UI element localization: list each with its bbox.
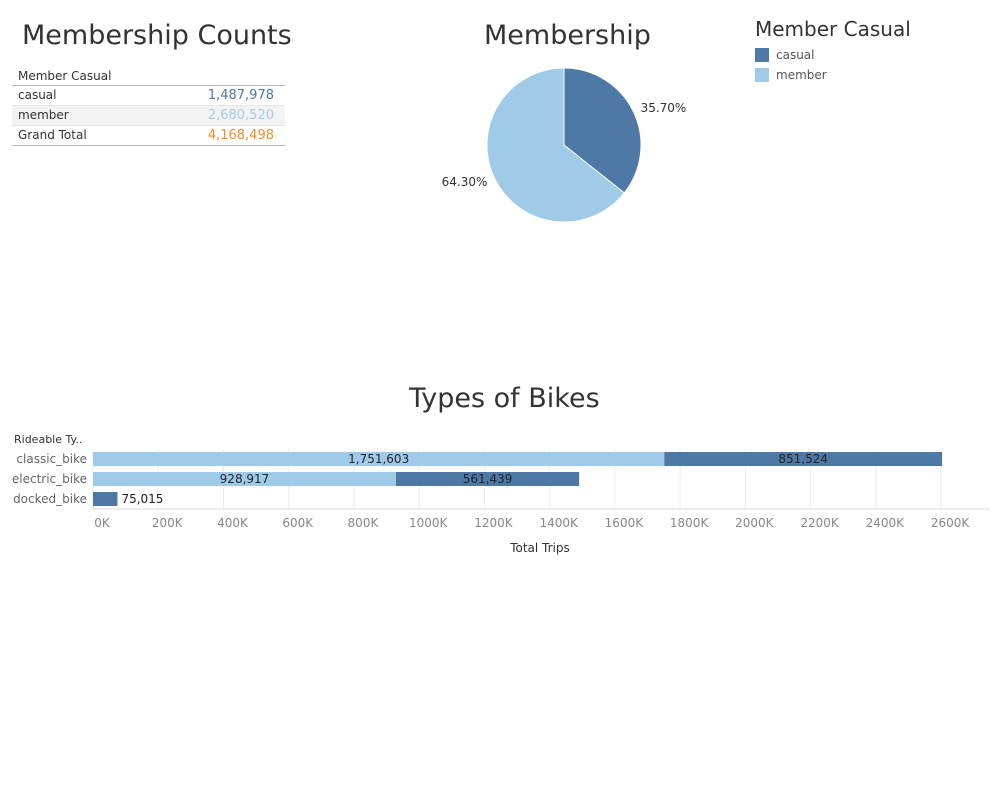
pie-title: Membership — [484, 20, 651, 51]
counts-header: Member Casual — [12, 67, 285, 86]
pie-slice-casual[interactable] — [563, 67, 642, 194]
bar-value-label: 1,751,603 — [348, 452, 409, 466]
legend-swatch — [755, 68, 769, 82]
bar-casual-docked_bike[interactable] — [93, 492, 118, 506]
x-tick-label: 1400K — [539, 516, 579, 530]
row-value: 2,680,520 — [207, 108, 274, 123]
bar-value-label: 928,917 — [220, 472, 270, 486]
bar-value-label: 75,015 — [121, 492, 163, 506]
bar-title: Types of Bikes — [409, 383, 600, 414]
x-tick-label: 2600K — [931, 516, 971, 530]
pie-label-casual: 35.70% — [641, 101, 687, 115]
row-value: 4,168,498 — [207, 128, 274, 143]
row-label: casual — [18, 88, 57, 102]
pie-slice-member[interactable] — [486, 67, 625, 223]
x-tick-label: 2000K — [735, 516, 775, 530]
counts-title: Membership Counts — [22, 20, 292, 51]
bar-casual-classic_bike[interactable] — [664, 452, 943, 466]
x-tick-label: 400K — [217, 516, 249, 530]
legend-title: Member Casual — [755, 17, 911, 41]
bar-casual-electric_bike[interactable] — [395, 472, 580, 486]
x-tick-label: 1000K — [409, 516, 449, 530]
membership-pie-chart: 35.70% 64.30% — [442, 67, 687, 223]
legend: Member Casual casual member — [755, 17, 911, 85]
x-tick-label: 2400K — [866, 516, 906, 530]
table-row[interactable]: casual 1,487,978 — [12, 86, 285, 106]
x-tick-label: 1800K — [670, 516, 710, 530]
x-tick-label: 600K — [282, 516, 314, 530]
grand-total-row[interactable]: Grand Total 4,168,498 — [12, 126, 285, 146]
x-tick-label: 1600K — [605, 516, 645, 530]
row-label: member — [18, 108, 69, 122]
x-tick-label: 1200K — [474, 516, 514, 530]
bar-member-electric_bike[interactable] — [93, 472, 396, 486]
membership-counts-table: Member Casual casual 1,487,978 member 2,… — [12, 67, 285, 146]
legend-label: casual — [776, 48, 815, 62]
types-of-bikes-bar-chart: Rideable Ty.. classic_bike 1,751,603 851,52… — [12, 433, 990, 555]
bar-member-classic_bike[interactable] — [93, 452, 665, 466]
legend-item-casual[interactable]: casual — [755, 45, 911, 65]
category-label: docked_bike — [13, 492, 87, 506]
legend-label: member — [776, 68, 827, 82]
x-tick-label: 200K — [152, 516, 184, 530]
bar-value-label: 851,524 — [778, 452, 828, 466]
category-label: electric_bike — [12, 472, 87, 486]
pie-label-member: 64.30% — [442, 175, 488, 189]
row-header: Rideable Ty.. — [14, 433, 82, 446]
category-label: classic_bike — [16, 452, 87, 466]
x-tick-label: 0K — [94, 516, 111, 530]
x-axis-title: Total Trips — [509, 541, 570, 555]
table-row[interactable]: member 2,680,520 — [12, 106, 285, 126]
row-label: Grand Total — [18, 128, 87, 142]
legend-swatch — [755, 48, 769, 62]
legend-item-member[interactable]: member — [755, 65, 911, 85]
x-tick-label: 2200K — [800, 516, 840, 530]
row-value: 1,487,978 — [207, 88, 274, 103]
bar-value-label: 561,439 — [463, 472, 513, 486]
x-tick-label: 800K — [348, 516, 380, 530]
